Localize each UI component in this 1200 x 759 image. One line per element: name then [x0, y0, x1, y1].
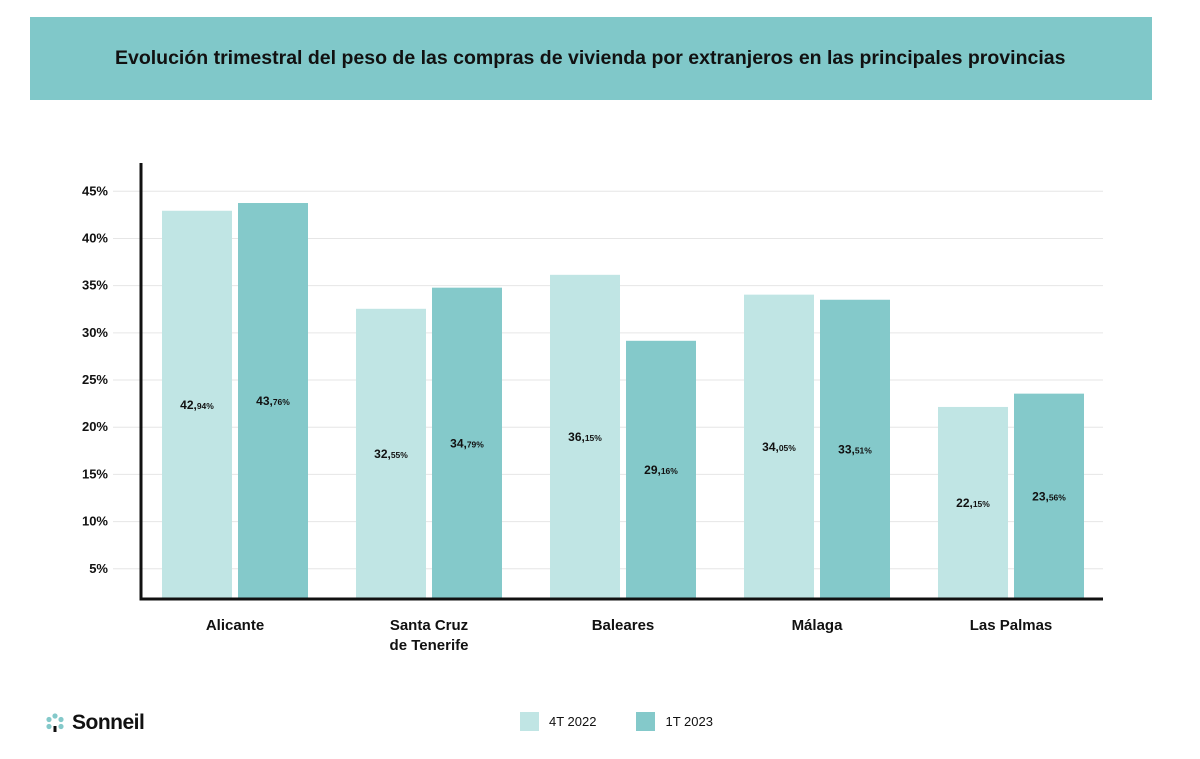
data-label: 43,76%: [256, 394, 290, 408]
bar: [238, 203, 308, 599]
x-category-label: Baleares: [592, 617, 655, 634]
bar: [1014, 393, 1084, 599]
y-tick-label: 15%: [82, 466, 108, 481]
bar: [356, 308, 426, 599]
bar: [820, 299, 890, 599]
bar: [938, 406, 1008, 599]
title-banner: Evolución trimestral del peso de las com…: [30, 17, 1152, 100]
data-label: 42,94%: [180, 398, 214, 412]
logo-text: Sonneil: [72, 711, 145, 734]
data-label: 34,05%: [762, 440, 796, 454]
x-category-label: Las Palmas: [970, 617, 1053, 634]
chart-title: Evolución trimestral del peso de las com…: [115, 47, 1066, 69]
data-label: 33,51%: [838, 442, 872, 456]
y-tick-label: 35%: [82, 278, 108, 293]
y-tick-label: 30%: [82, 325, 108, 340]
bar: [432, 287, 502, 599]
legend-item-4t-2022: 4T 2022: [520, 712, 596, 731]
data-label: 23,56%: [1032, 489, 1066, 503]
legend: 4T 2022 1T 2023: [520, 712, 713, 731]
bar: [626, 340, 696, 599]
bar: [744, 294, 814, 599]
x-category-label: de Tenerife: [390, 637, 469, 654]
flower-logo-icon: [46, 713, 64, 732]
y-tick-label: 45%: [82, 183, 108, 198]
data-label: 36,15%: [568, 430, 602, 444]
data-label: 29,16%: [644, 463, 678, 477]
bar: [162, 210, 232, 599]
x-category-label: Málaga: [792, 617, 844, 634]
y-tick-label: 20%: [82, 419, 108, 434]
y-tick-label: 10%: [82, 514, 108, 529]
bar: [550, 274, 620, 599]
legend-swatch: [636, 712, 656, 731]
data-label: 34,79%: [450, 436, 484, 450]
legend-swatch: [520, 712, 539, 731]
x-category-label: Santa Cruz: [390, 617, 468, 634]
data-label: 32,55%: [374, 447, 408, 461]
legend-label: 4T 2022: [549, 714, 597, 729]
legend-label: 1T 2023: [665, 714, 713, 729]
sonneil-logo: Sonneil: [44, 711, 145, 735]
legend-item-1t-2023: 1T 2023: [636, 712, 713, 731]
bar-chart: 5% 10% 15% 20% 25% 30% 35% 40% 45% 42,94% 43,76% Al…: [82, 163, 1103, 654]
data-label: 22,15%: [956, 496, 990, 510]
y-tick-label: 40%: [82, 230, 108, 245]
y-tick-label: 5%: [89, 561, 108, 576]
x-category-label: Alicante: [206, 617, 264, 634]
y-tick-label: 25%: [82, 372, 108, 387]
